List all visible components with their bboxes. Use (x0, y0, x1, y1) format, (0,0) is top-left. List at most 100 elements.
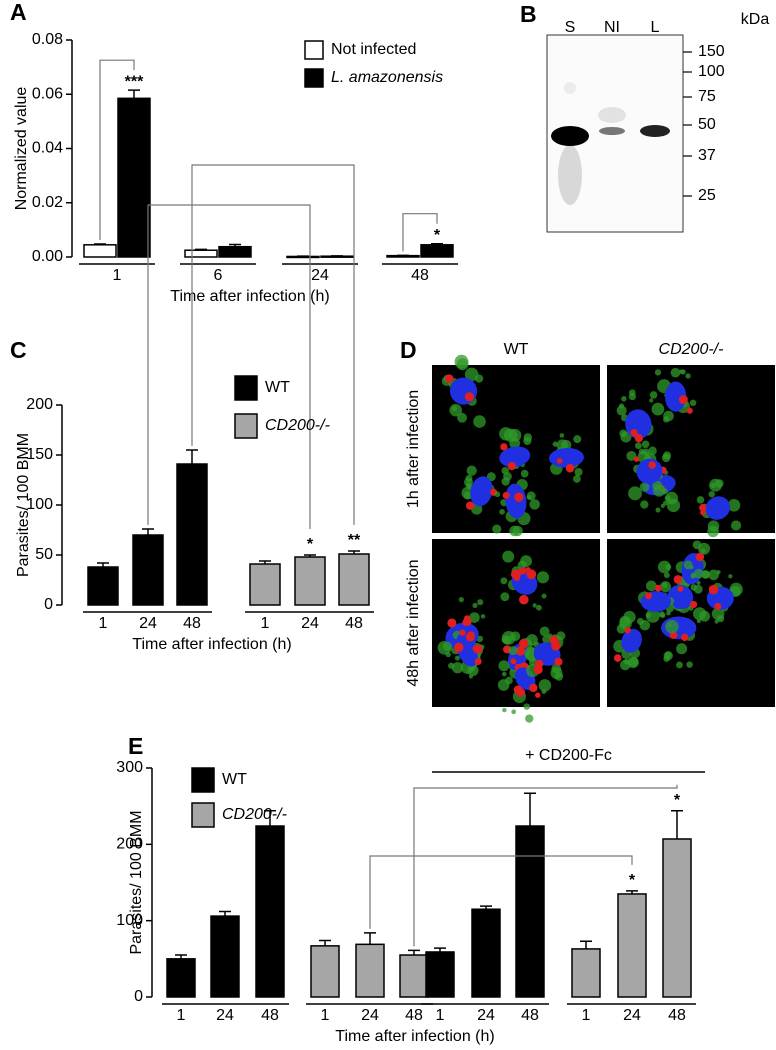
legend-label: WT (265, 379, 290, 396)
cell-stain (707, 525, 719, 538)
cell-stain (532, 603, 537, 608)
cell-stain (652, 480, 663, 491)
cell-stain (509, 525, 520, 537)
cell-stain (663, 572, 670, 579)
cell-stain (663, 410, 674, 422)
legend-label: Not infected (331, 41, 416, 58)
blot-smear (564, 82, 576, 94)
significance: * (307, 536, 314, 553)
cell-stain (501, 671, 507, 677)
cell-stain (648, 446, 657, 456)
legend-swatch (234, 413, 258, 439)
cell-stain (494, 491, 501, 498)
x-tick-label: 24 (301, 615, 319, 632)
legend-swatch (304, 68, 324, 88)
parasite (680, 633, 689, 642)
cell-stain (554, 672, 564, 681)
cell-stain (499, 508, 505, 515)
cell-stain (520, 469, 529, 478)
cell-stain (640, 500, 649, 509)
parasite (677, 585, 684, 592)
cell-stain (702, 570, 711, 579)
cell-stain (696, 496, 705, 504)
bar (117, 97, 151, 258)
column-label: WT (504, 341, 529, 358)
cell-stain (508, 645, 518, 656)
cell-stain (696, 619, 701, 624)
parasite (695, 552, 705, 562)
y-tick-label: 0.00 (32, 248, 63, 265)
nucleus (621, 628, 642, 653)
parasite (500, 443, 508, 451)
cell-stain (708, 569, 719, 581)
error-bar (94, 243, 106, 245)
bracket (369, 855, 633, 929)
error-bar (626, 890, 638, 894)
column-label: CD200-/- (659, 341, 724, 358)
panel-label: C (10, 337, 27, 363)
parasite (519, 638, 529, 649)
y-tick-label: 100 (26, 496, 53, 513)
cell-stain (517, 560, 527, 570)
parasite (551, 641, 561, 651)
bar (662, 838, 692, 998)
parasite (507, 461, 516, 471)
cell-stain (500, 577, 508, 585)
error-bar (431, 242, 443, 245)
cell-stain (451, 662, 464, 674)
parasite (556, 458, 563, 464)
cell-stain (466, 465, 477, 476)
significance: * (674, 792, 681, 809)
cell-stain (623, 658, 630, 665)
parasite (513, 685, 523, 695)
cell-stain (663, 651, 673, 661)
cell-stain (536, 571, 550, 584)
marker-label: 75 (698, 88, 716, 105)
cell-stain (654, 369, 662, 376)
legend-swatch (304, 40, 324, 60)
nucleus (470, 476, 493, 507)
cell-stain (714, 619, 719, 624)
x-axis-label: Time after infection (h) (170, 288, 329, 305)
panel-label: D (400, 337, 417, 363)
parasite (474, 658, 482, 666)
x-tick-label: 24 (216, 1007, 234, 1024)
bracket (147, 204, 311, 529)
bar (310, 945, 340, 998)
x-tick-label: 6 (214, 267, 223, 284)
cell-stain (442, 641, 453, 652)
parasite (689, 600, 698, 609)
nucleus (665, 381, 687, 412)
error-bar (259, 560, 271, 564)
cell-stain (619, 617, 632, 630)
x-tick-label: 1 (177, 1007, 186, 1024)
nucleus (667, 584, 694, 610)
cell-stain (655, 507, 661, 513)
parasite (533, 665, 543, 675)
marker-label: 37 (698, 147, 716, 164)
parasite (700, 509, 706, 516)
parasite (654, 584, 662, 592)
cell-stain (502, 550, 515, 563)
cell-stain (448, 662, 455, 669)
error-bar (128, 89, 140, 99)
cell-stain (670, 367, 681, 378)
cell-stain (523, 436, 532, 446)
cell-stain (628, 392, 637, 401)
significance: * (434, 227, 441, 244)
cell-stain (472, 602, 478, 608)
cell-stain (689, 399, 697, 407)
cell-stain (561, 439, 572, 451)
cell-stain (636, 617, 644, 625)
parasite (529, 683, 538, 693)
cell-stain (627, 656, 639, 669)
cell-stain (551, 663, 561, 674)
bar (176, 463, 208, 606)
row-label: 48h after infection (405, 559, 422, 686)
parasite (673, 575, 683, 584)
legend-label: CD200-/- (265, 417, 330, 434)
x-tick-label: 24 (311, 267, 329, 284)
y-tick-label: 200 (116, 836, 143, 853)
parasite (714, 602, 722, 610)
cell-stain (464, 367, 479, 382)
